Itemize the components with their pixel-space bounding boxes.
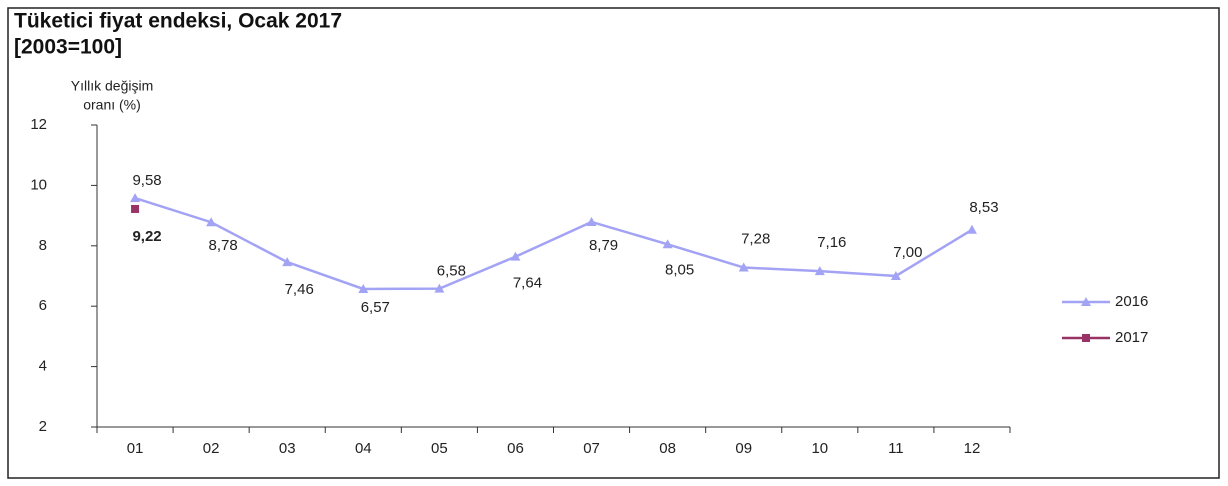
data-label: 7,00	[893, 244, 922, 261]
data-label: 8,53	[969, 199, 998, 216]
legend-label: 2017	[1115, 329, 1148, 346]
marker	[966, 224, 977, 234]
marker	[890, 271, 901, 280]
y-tick-label: 2	[39, 418, 47, 435]
x-tick-label: 09	[735, 440, 752, 457]
y-axis-label: oranı (%)	[83, 97, 141, 113]
marker	[510, 251, 521, 261]
x-tick-label: 11	[888, 440, 904, 457]
marker	[282, 257, 293, 267]
data-label: 9,58	[132, 172, 161, 189]
legend-label: 2016	[1115, 293, 1148, 310]
y-tick-label: 8	[39, 237, 47, 254]
x-tick-label: 08	[659, 440, 676, 457]
marker	[586, 216, 597, 226]
x-tick-label: 12	[964, 440, 981, 457]
data-label: 8,78	[209, 237, 238, 254]
x-tick-label: 07	[583, 440, 600, 457]
x-tick-label: 06	[507, 440, 524, 457]
marker	[434, 283, 445, 293]
legend-marker	[1082, 334, 1090, 342]
y-axis-label: Yıllık değişim	[71, 78, 153, 94]
marker	[662, 239, 673, 249]
x-tick-label: 05	[431, 440, 448, 457]
marker	[814, 266, 825, 276]
marker	[738, 262, 749, 272]
chart-title: Tüketici fiyat endeksi, Ocak 2017	[14, 10, 342, 33]
data-label: 8,05	[665, 261, 694, 278]
data-label: 9,22	[132, 228, 161, 245]
marker	[206, 217, 217, 227]
y-tick-label: 4	[39, 358, 47, 375]
frame	[7, 7, 1220, 479]
x-tick-label: 10	[811, 440, 828, 457]
y-tick-label: 12	[30, 116, 47, 133]
data-label: 8,79	[589, 237, 618, 254]
y-tick-label: 10	[30, 176, 47, 193]
chart-subtitle: [2003=100]	[14, 36, 122, 59]
data-label: 7,46	[285, 281, 314, 298]
data-label: 7,16	[817, 234, 846, 251]
data-label: 7,64	[513, 275, 542, 292]
x-tick-label: 01	[127, 440, 144, 457]
x-tick-label: 03	[279, 440, 296, 457]
y-tick-label: 6	[39, 297, 47, 314]
data-label: 6,58	[437, 263, 466, 280]
x-tick-label: 04	[355, 440, 372, 457]
x-tick-label: 02	[203, 440, 220, 457]
marker	[130, 193, 141, 203]
data-label: 6,57	[361, 299, 390, 316]
marker	[131, 204, 140, 213]
marker	[358, 283, 369, 293]
data-label: 7,28	[741, 231, 770, 248]
series-line	[134, 196, 973, 291]
legend-marker	[1081, 297, 1091, 306]
